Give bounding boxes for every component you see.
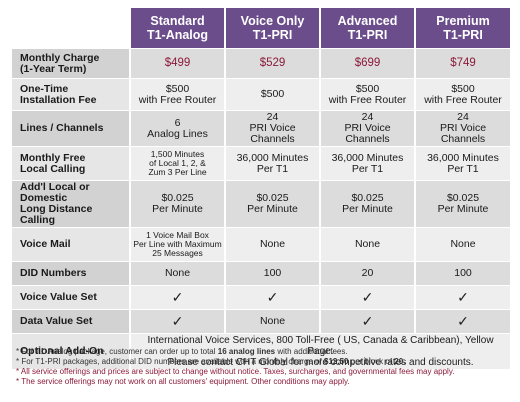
cell-price: $499 [129,48,225,79]
cell-value: None [414,227,510,262]
row-label: Voice Mail [12,227,130,262]
header-standard: Standard T1-Analog [129,8,225,49]
row-voice-mail: Voice Mail 1 Voice Mail Box Per Line with… [12,227,510,262]
footnote: * For T1-Analog package, customer can or… [16,347,348,356]
footnote: * For T1-PRI packages, additional DID nu… [16,357,406,366]
row-label: Add'l Local or Domestic Long Distance Cal… [12,180,130,228]
cell-value: $0.025 Per Minute [414,180,510,228]
cell-price: $699 [319,48,415,79]
row-optional-addon: Optional Add-On International Voice Serv… [12,333,510,369]
cell-value: $0.025 Per Minute [129,180,225,228]
row-label: One-Time Installation Fee [12,78,130,111]
row-voice-value-set: Voice Value Set ✓ ✓ ✓ ✓ [12,285,510,310]
row-label: Monthly Free Local Calling [12,146,130,181]
header-advanced: Advanced T1-PRI [319,8,415,49]
row-lines: Lines / Channels 6 Analog Lines 24 PRI Voi… [12,110,510,147]
pricing-table: Standard T1-Analog Voice Only T1-PRI Advan… [12,8,510,369]
cell-addon: International Voice Services, 800 Toll-F… [129,333,510,369]
check-icon: ✓ [414,285,510,310]
cell-value: None [129,261,225,286]
check-icon: ✓ [319,309,415,334]
row-install-fee: One-Time Installation Fee $500 with Free R… [12,78,510,111]
cell-price: $749 [414,48,510,79]
check-icon: ✓ [129,309,225,334]
row-label: Lines / Channels [12,110,130,147]
cell-price: $529 [224,48,320,79]
cell-value: 6 Analog Lines [129,110,225,147]
cell-value: 36,000 Minutes Per T1 [319,146,415,181]
header-row: Standard T1-Analog Voice Only T1-PRI Advan… [12,8,510,49]
header-blank [12,8,130,49]
cell-value: 24 PRI Voice Channels [414,110,510,147]
row-label: DID Numbers [12,261,130,286]
check-icon: ✓ [129,285,225,310]
cell-value: $500 with Free Router [319,78,415,111]
cell-value: 100 [414,261,510,286]
cell-value: $0.025 Per Minute [319,180,415,228]
cell-value: 20 [319,261,415,286]
row-data-value-set: Data Value Set ✓ None ✓ ✓ [12,309,510,334]
check-icon: ✓ [224,285,320,310]
cell-value: 100 [224,261,320,286]
cell-value: $500 with Free Router [414,78,510,111]
cell-value: None [224,227,320,262]
cell-value: 36,000 Minutes Per T1 [414,146,510,181]
cell-value: None [319,227,415,262]
row-did-numbers: DID Numbers None 100 20 100 [12,261,510,286]
check-icon: ✓ [319,285,415,310]
row-local-calling: Monthly Free Local Calling 1,500 Minutes o… [12,146,510,181]
cell-value: $500 with Free Router [129,78,225,111]
row-label: Data Value Set [12,309,130,334]
footnote: * All service offerings and prices are s… [16,367,455,376]
row-label: Optional Add-On [12,333,130,369]
cell-value: $0.025 Per Minute [224,180,320,228]
row-long-distance: Add'l Local or Domestic Long Distance Cal… [12,180,510,228]
header-premium: Premium T1-PRI [414,8,510,49]
row-label: Monthly Charge (1-Year Term) [12,48,130,79]
cell-value: 36,000 Minutes Per T1 [224,146,320,181]
cell-value: None [224,309,320,334]
cell-value: 1 Voice Mail Box Per Line with Maximum 25 … [129,227,225,262]
footnote: * The service offerings may not work on … [16,377,350,386]
cell-value: 1,500 Minutes of Local 1, 2, & Zum 3 Per L… [129,146,225,181]
header-voice-only: Voice Only T1-PRI [224,8,320,49]
cell-value: 24 PRI Voice Channels [319,110,415,147]
footnotes: * For T1-Analog package, customer can or… [16,347,516,387]
row-monthly-charge: Monthly Charge (1-Year Term) $499 $529 $6… [12,48,510,79]
row-label: Voice Value Set [12,285,130,310]
check-icon: ✓ [414,309,510,334]
cell-value: 24 PRI Voice Channels [224,110,320,147]
cell-value: $500 [224,78,320,111]
